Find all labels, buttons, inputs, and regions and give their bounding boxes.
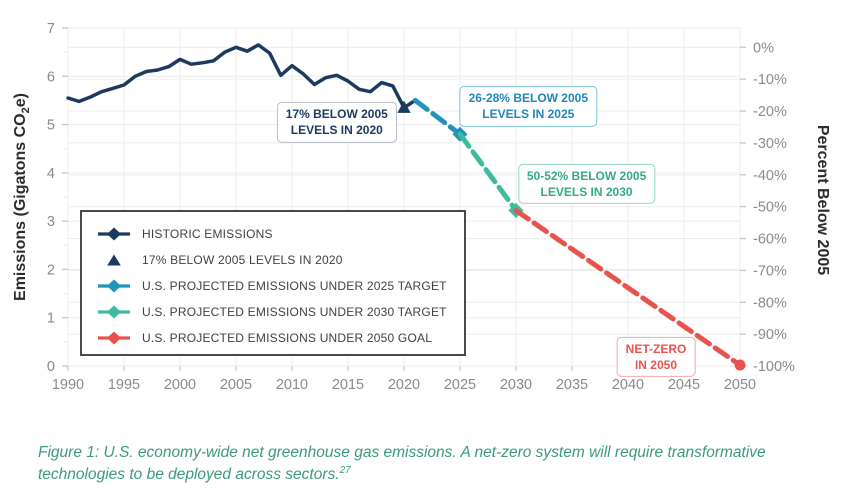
y-tick-label: 3 xyxy=(47,214,55,230)
pct-tick-label: -60% xyxy=(753,232,787,248)
legend-item: U.S. PROJECTED EMISSIONS UNDER 2030 TARG… xyxy=(96,299,464,325)
legend-item-label: HISTORIC EMISSIONS xyxy=(142,227,273,241)
legend-item-label: U.S. PROJECTED EMISSIONS UNDER 2025 TARG… xyxy=(142,279,447,293)
x-tick-label: 2050 xyxy=(724,377,756,393)
y-tick-label: 1 xyxy=(47,311,55,327)
pct-tick-label: -50% xyxy=(753,200,787,216)
pct-tick-label: -80% xyxy=(753,295,787,311)
annotation-2030-target: 50-52% BELOW 2005 LEVELS IN 2030 xyxy=(517,163,656,205)
series-marker-triangle xyxy=(397,100,411,113)
series-line xyxy=(66,43,417,110)
annotation-line: 26-28% BELOW 2005 xyxy=(468,91,589,106)
x-tick-label: 2030 xyxy=(500,377,532,393)
y-tick-label: 2 xyxy=(47,262,55,278)
legend-marker-line-diamond xyxy=(98,227,130,241)
x-tick-label: 2015 xyxy=(332,377,364,393)
legend-item-label: 17% BELOW 2005 LEVELS IN 2020 xyxy=(142,253,343,267)
x-tick-label: 1990 xyxy=(52,377,84,393)
annotation-line: 17% BELOW 2005 xyxy=(285,106,388,121)
pct-tick-label: -30% xyxy=(753,136,787,152)
caption-text: Figure 1: U.S. economy-wide net greenhou… xyxy=(38,444,766,484)
chart-legend: HISTORIC EMISSIONS 17% BELOW 2005 LEVELS … xyxy=(80,210,466,356)
series-marker-circle xyxy=(734,359,746,371)
legend-item-label: U.S. PROJECTED EMISSIONS UNDER 2030 TARG… xyxy=(142,305,447,319)
y-tick-label: 4 xyxy=(47,166,55,182)
annotation-2025-target: 26-28% BELOW 2005 LEVELS IN 2025 xyxy=(459,86,598,127)
y-tick-label: 6 xyxy=(47,69,55,85)
legend-item: 17% BELOW 2005 LEVELS IN 2020 xyxy=(96,247,464,273)
legend-marker-triangle xyxy=(107,254,121,266)
x-tick-label: 2000 xyxy=(164,377,196,393)
pct-tick-label: -10% xyxy=(753,72,787,88)
annotation-line: LEVELS IN 2020 xyxy=(290,123,383,138)
x-tick-label: 2020 xyxy=(388,377,420,393)
legend-item: U.S. PROJECTED EMISSIONS UNDER 2025 TARG… xyxy=(96,273,464,299)
x-tick-label: 2005 xyxy=(220,377,252,393)
x-tick-label: 2045 xyxy=(668,377,700,393)
legend-marker-line-diamond xyxy=(98,331,130,345)
annotation-line: NET-ZERO xyxy=(625,341,687,356)
legend-marker-line-diamond xyxy=(98,305,130,319)
y-tick-label: 7 xyxy=(47,21,55,37)
annotation-line: LEVELS IN 2030 xyxy=(540,184,633,199)
series-line xyxy=(457,131,519,213)
pct-tick-label: -90% xyxy=(753,327,787,343)
annotation-line: 50-52% BELOW 2005 xyxy=(526,168,647,183)
annotations-layer: 17% BELOW 2005 LEVELS IN 2020 26-28% BELOW… xyxy=(276,86,696,377)
legend-item-label: U.S. PROJECTED EMISSIONS UNDER 2050 GOAL xyxy=(142,331,433,345)
x-tick-label: 2025 xyxy=(444,377,476,393)
annotation-line: LEVELS IN 2025 xyxy=(482,107,575,122)
x-tick-label: 2035 xyxy=(556,377,588,393)
figure-caption: Figure 1: U.S. economy-wide net greenhou… xyxy=(38,442,838,487)
x-tick-label: 2040 xyxy=(612,377,644,393)
y-tick-label: 5 xyxy=(47,118,55,134)
series-line xyxy=(412,97,463,137)
legend-item: U.S. PROJECTED EMISSIONS UNDER 2050 GOAL xyxy=(96,325,464,351)
legend-marker-line-diamond xyxy=(98,279,130,293)
annotation-2050-goal: NET-ZERO IN 2050 xyxy=(616,336,696,377)
pct-tick-label: 0% xyxy=(753,40,774,56)
pct-tick-label: -40% xyxy=(753,168,787,184)
series-line xyxy=(513,208,743,368)
pct-tick-label: -20% xyxy=(753,104,787,120)
y-tick-label: 0 xyxy=(47,359,55,375)
x-tick-label: 1995 xyxy=(108,377,140,393)
pct-tick-label: -70% xyxy=(753,263,787,279)
annotation-2020-target: 17% BELOW 2005 LEVELS IN 2020 xyxy=(276,101,397,143)
legend-item: HISTORIC EMISSIONS xyxy=(96,221,464,247)
x-tick-label: 2010 xyxy=(276,377,308,393)
annotation-line: IN 2050 xyxy=(634,357,678,372)
caption-footnote-ref: 27 xyxy=(339,465,351,477)
pct-tick-label: -100% xyxy=(753,359,795,375)
